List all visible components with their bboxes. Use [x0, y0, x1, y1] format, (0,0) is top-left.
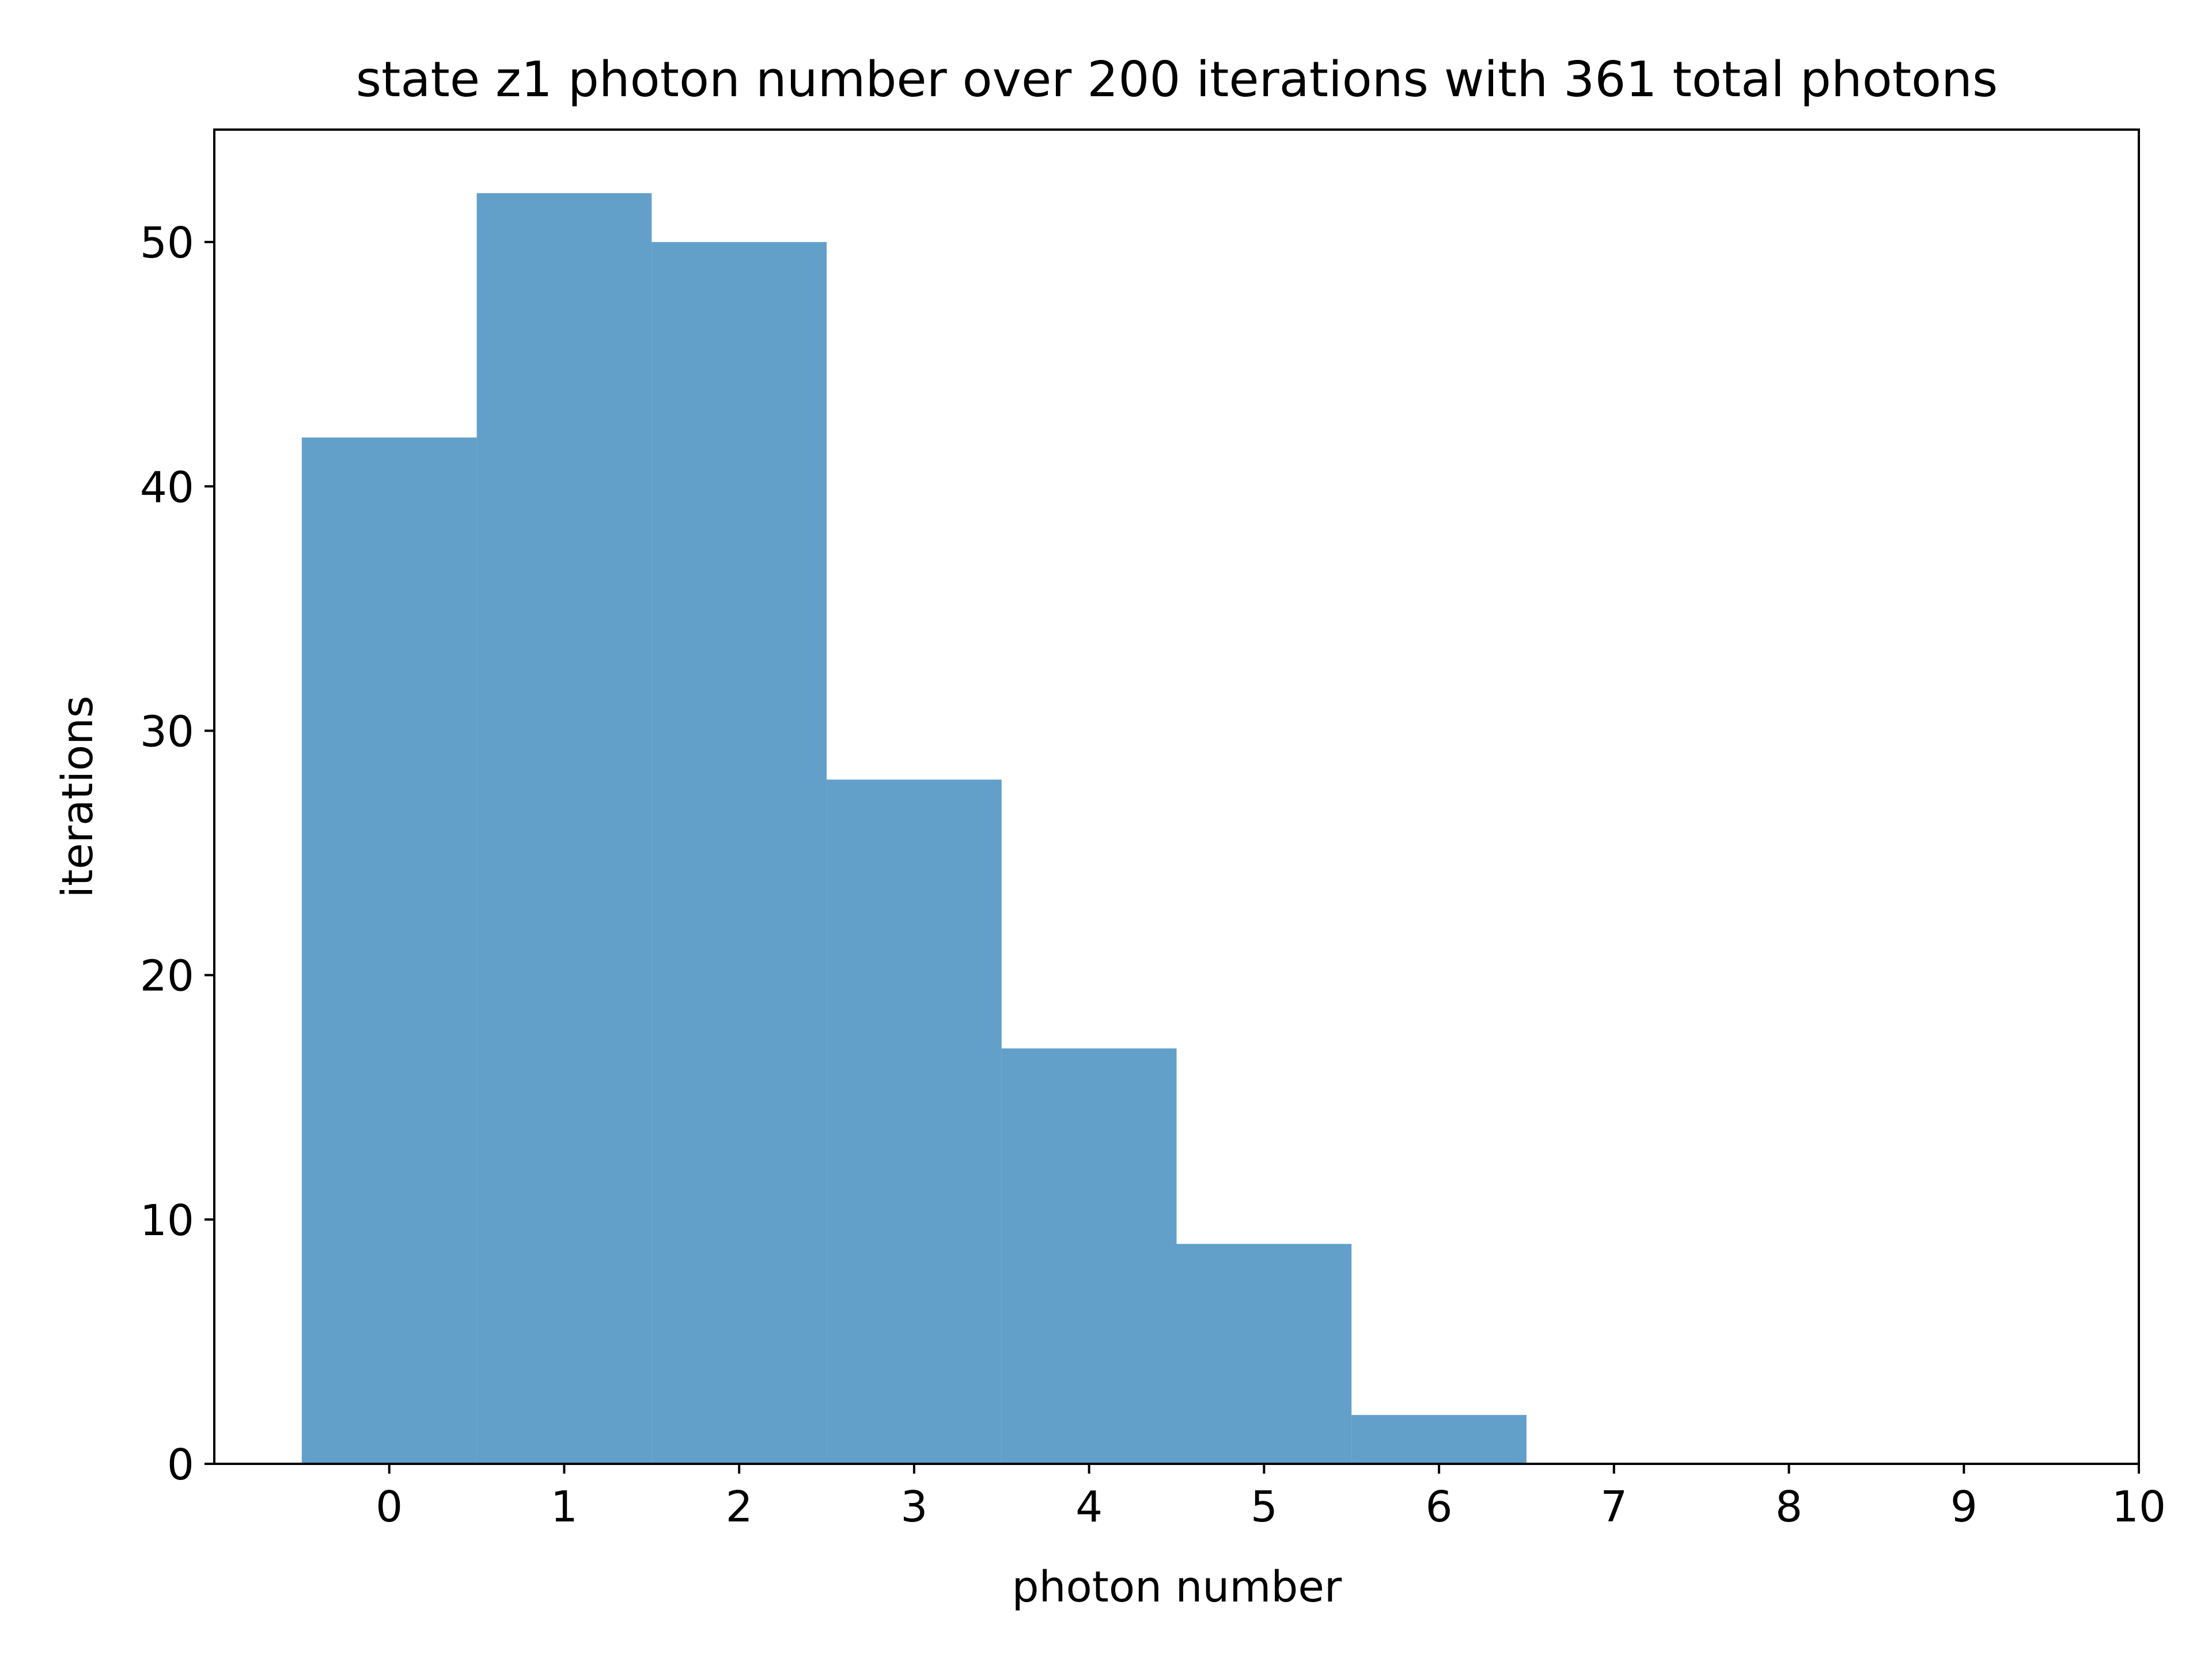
- y-tick-label: 40: [140, 463, 194, 512]
- y-axis-ticks: 0 10 20 30 40 50: [140, 218, 214, 1490]
- x-axis-ticks: 0 1 2 3 4 5 6 7 8 9 10: [376, 1464, 2166, 1532]
- x-tick-label: 10: [2112, 1482, 2166, 1532]
- y-axis-label: iterations: [53, 695, 103, 898]
- x-tick-label: 1: [551, 1482, 578, 1532]
- y-tick-label: 10: [140, 1196, 194, 1245]
- y-tick-label: 20: [140, 952, 194, 1001]
- y-tick-label: 30: [140, 707, 194, 756]
- x-tick-label: 3: [900, 1482, 927, 1532]
- histogram-bar-5: [1176, 1244, 1352, 1464]
- histogram-bar-0: [301, 437, 477, 1464]
- x-tick-label: 2: [726, 1482, 753, 1532]
- histogram-bar-4: [1001, 1048, 1177, 1464]
- x-tick-label: 7: [1600, 1482, 1627, 1532]
- histogram-bar-2: [652, 242, 827, 1464]
- y-tick-label: 0: [167, 1440, 194, 1490]
- histogram-bar-3: [827, 779, 1002, 1464]
- x-tick-label: 9: [1950, 1482, 1978, 1532]
- x-axis-label: photon number: [1012, 1562, 1342, 1612]
- x-tick-label: 4: [1075, 1482, 1103, 1532]
- x-tick-label: 0: [376, 1482, 403, 1532]
- chart-title: state z1 photon number over 200 iteratio…: [356, 51, 1998, 108]
- histogram-bar-6: [1351, 1415, 1527, 1464]
- plot-frame: [213, 128, 2140, 1465]
- bars-layer: [301, 193, 1527, 1464]
- x-tick-label: 8: [1775, 1482, 1802, 1532]
- y-tick-label: 50: [140, 218, 194, 268]
- x-tick-label: 5: [1251, 1482, 1278, 1532]
- x-tick-label: 6: [1426, 1482, 1453, 1532]
- histogram-bar-1: [476, 193, 652, 1464]
